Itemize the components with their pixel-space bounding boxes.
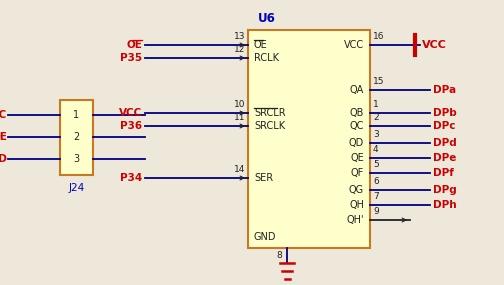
Text: QH': QH' (347, 215, 364, 225)
Text: DPg: DPg (433, 185, 457, 195)
Text: 4: 4 (373, 145, 379, 154)
Text: J24: J24 (69, 183, 85, 193)
Text: DPa: DPa (433, 85, 456, 95)
Text: P36: P36 (120, 121, 142, 131)
Text: QA: QA (350, 85, 364, 95)
Text: 11: 11 (233, 113, 245, 122)
Text: SRCLR: SRCLR (254, 108, 286, 118)
Text: SRCLK: SRCLK (254, 121, 285, 131)
Text: GND: GND (0, 154, 7, 164)
Text: 9: 9 (373, 207, 379, 216)
Text: 13: 13 (233, 32, 245, 41)
Text: 14: 14 (234, 165, 245, 174)
Text: DPh: DPh (433, 200, 457, 210)
Text: 1: 1 (373, 100, 379, 109)
Text: QB: QB (350, 108, 364, 118)
Text: GND: GND (254, 232, 277, 242)
Text: OE: OE (254, 40, 268, 50)
Text: P34: P34 (120, 173, 142, 183)
Text: OE: OE (0, 132, 7, 142)
Text: 12: 12 (234, 45, 245, 54)
Text: DPe: DPe (433, 153, 457, 163)
Text: DPb: DPb (433, 108, 457, 118)
Text: VCC: VCC (119, 108, 142, 118)
Text: 3: 3 (74, 154, 80, 164)
Text: U6: U6 (258, 12, 276, 25)
Text: 3: 3 (373, 130, 379, 139)
Text: DPc: DPc (433, 121, 456, 131)
Text: 8: 8 (276, 251, 282, 260)
Text: VCC: VCC (344, 40, 364, 50)
Text: 2: 2 (373, 113, 379, 122)
Text: 15: 15 (373, 77, 385, 86)
Bar (248, 30, 370, 248)
Text: QG: QG (349, 185, 364, 195)
Text: SER: SER (254, 173, 273, 183)
Bar (60, 100, 93, 175)
Text: QF: QF (351, 168, 364, 178)
Text: 2: 2 (74, 132, 80, 142)
Text: DPf: DPf (433, 168, 454, 178)
Text: P35: P35 (120, 53, 142, 63)
Text: QH: QH (349, 200, 364, 210)
Text: 5: 5 (373, 160, 379, 169)
Text: DPd: DPd (433, 138, 457, 148)
Text: OE: OE (126, 40, 142, 50)
Text: 6: 6 (373, 177, 379, 186)
Text: QE: QE (350, 153, 364, 163)
Text: VCC: VCC (0, 110, 7, 120)
Text: 10: 10 (233, 100, 245, 109)
Text: 7: 7 (373, 192, 379, 201)
Text: QC: QC (350, 121, 364, 131)
Text: 1: 1 (74, 110, 80, 120)
Text: RCLK: RCLK (254, 53, 279, 63)
Text: VCC: VCC (422, 40, 447, 50)
Text: 16: 16 (373, 32, 385, 41)
Text: QD: QD (349, 138, 364, 148)
